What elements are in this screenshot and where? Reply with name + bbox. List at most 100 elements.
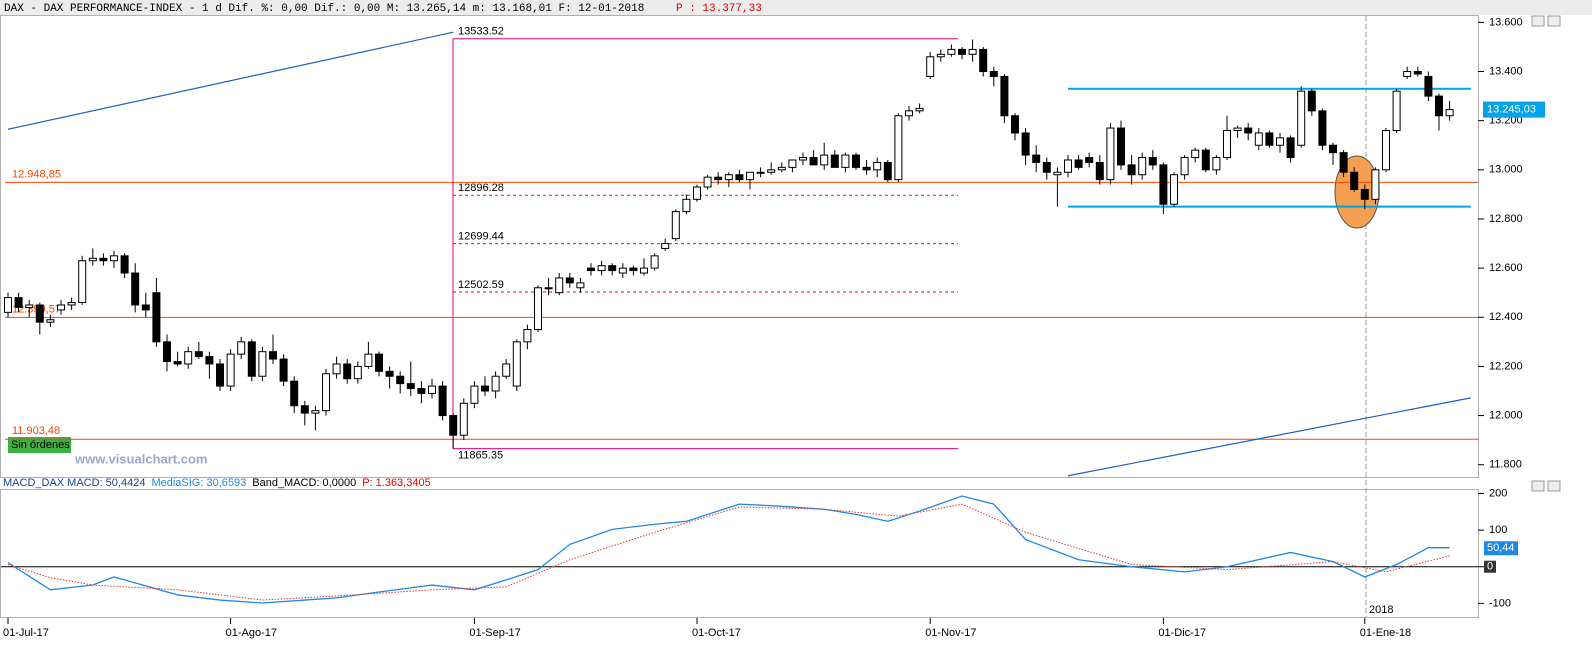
y-tick-label: 13.000 [1489,164,1523,176]
candle-body [756,171,765,174]
candle-body [1254,132,1263,146]
candle-body [502,363,511,377]
level-label: 11.903,48 [12,425,60,437]
candle-body [926,56,935,77]
macd-legend: MediaSIG: 30,6593 [151,477,246,489]
candle-body [1042,161,1051,173]
candle-body [1339,152,1348,173]
candle-body [1286,137,1295,159]
candle-body [353,365,362,380]
macd-y-tick-label: -100 [1489,597,1511,609]
candle-body [78,260,87,304]
candle-body [1276,137,1284,146]
candle-body [555,277,564,294]
panel-button[interactable] [1547,15,1561,27]
candle-body [25,304,34,308]
candle-body [194,351,203,358]
x-tick-label: 01-Oct-17 [692,627,741,639]
candle-body [438,385,447,417]
candle-body [958,48,966,55]
header-price: P : 13.377,33 [676,3,762,15]
fib-label: 12896.28 [458,182,504,194]
panel-button[interactable] [1531,15,1545,27]
main-frame [0,15,1479,478]
candle-body [608,265,617,272]
candle-body [258,351,267,377]
candle-body [269,351,277,360]
candle-body [1223,130,1231,159]
candle-body [311,410,320,414]
candle-body [4,297,12,313]
candle-body [470,385,479,404]
candle-body [1180,157,1189,176]
candle-body [141,304,150,311]
candle-body [1403,71,1412,77]
macd-value-label: 50,44 [1487,542,1515,554]
panel-button[interactable] [1547,480,1561,492]
candle-body [1201,149,1210,171]
x-tick-label: 01-Ago-17 [226,627,277,639]
candle-body [1307,90,1316,112]
candle-body [1435,95,1443,117]
candle-body [1297,90,1306,146]
x-tick-label: 01-Sep-17 [469,627,520,639]
candle-body [735,174,744,181]
candle-body [883,161,892,181]
candle-body [1233,127,1242,132]
candle-body [1382,130,1390,171]
candle-body [216,363,224,387]
candle-body [1000,75,1009,117]
candle-body [1413,71,1422,75]
candle-body [671,211,680,240]
last-price-box [1483,101,1545,118]
macd-legend: Band_MACD: 0,0000 [252,477,356,489]
x-tick-label: 01-Jul-17 [3,627,49,639]
candle-body [661,243,670,249]
candle-body [35,304,44,323]
candle-body [375,353,383,372]
candle-body [152,292,161,343]
y-tick-label: 12.000 [1489,409,1523,421]
candle-body [693,186,701,200]
candle-body [640,267,648,274]
fib-label: 13533.52 [458,26,504,38]
candle-body [99,257,108,262]
candle-body [650,255,659,269]
candle-body [873,161,882,171]
candle-body [396,375,405,385]
candle-body [1445,109,1454,117]
candle-body [788,159,797,168]
candle-body [979,48,988,73]
candle-body [714,176,723,181]
x-tick-label: 01-Ene-18 [1360,627,1411,639]
candle-body [830,154,839,168]
fib-label: 12699.44 [458,231,504,243]
candle-body [481,385,489,392]
candle-body [247,341,256,377]
candle-body [947,48,956,55]
candle-body [1117,127,1125,166]
candle-body [936,53,945,58]
candle-body [1371,169,1380,200]
year-label: 2018 [1369,604,1393,616]
macd-y-tick-label: 200 [1489,487,1507,499]
candle-body [968,48,977,55]
candle-body [1085,157,1094,163]
candle-body [300,405,309,414]
candle-body [1138,157,1147,176]
panel-button[interactable] [1531,480,1545,492]
macd-y-tick-label: 0 [1487,561,1493,573]
candle-body [88,257,97,262]
candle-body [534,287,542,331]
candle-body [364,353,373,367]
macd-value-box [1484,541,1518,556]
candle-body [1350,171,1359,190]
header-text: DAX - DAX PERFORMANCE-INDEX - 1 d Dif. %… [4,3,644,15]
candle-body [279,358,288,382]
candle-body [841,154,850,168]
candle-body [459,402,468,436]
candle-body [428,385,436,394]
candle-body [1011,115,1019,134]
candle-body [767,169,776,173]
